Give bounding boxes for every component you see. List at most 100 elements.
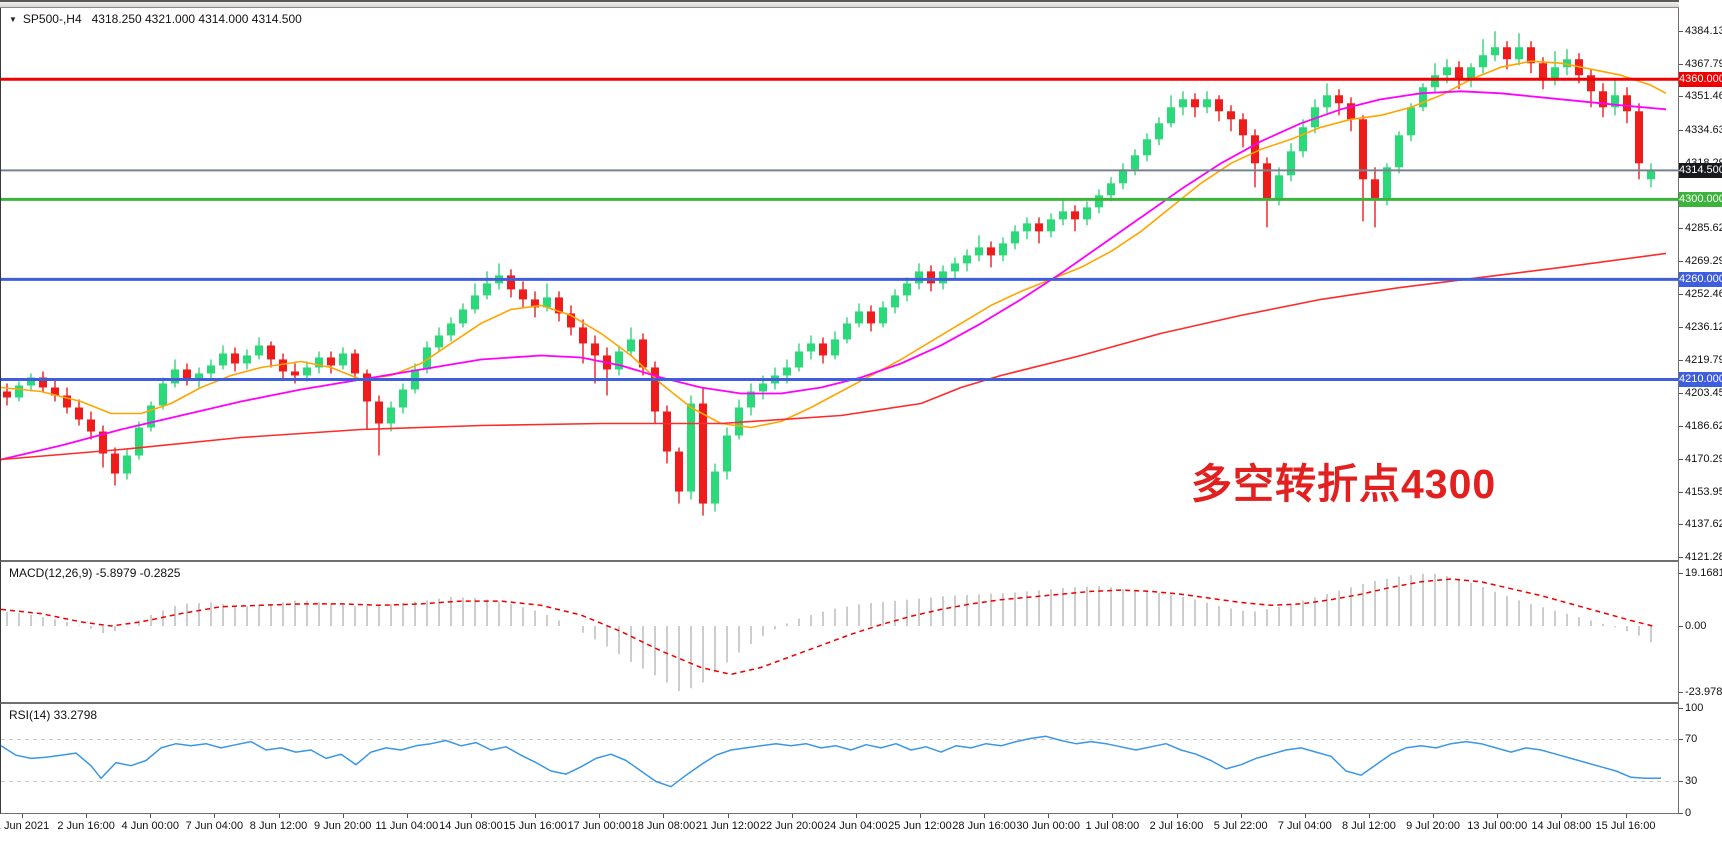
time-tick <box>984 814 986 818</box>
candle-body <box>651 367 659 412</box>
rsi-axis-label-30: 30 <box>1685 775 1698 788</box>
candle-body <box>819 343 827 356</box>
axis-tick <box>1679 491 1683 493</box>
candle-body <box>351 353 359 374</box>
candle-body <box>1107 183 1115 196</box>
price-label-4137.620: 4137.620 <box>1685 518 1722 531</box>
price-label-4186.625: 4186.625 <box>1685 420 1722 433</box>
candle-body <box>1311 107 1319 128</box>
macd-axis-label-0.00: 0.00 <box>1685 620 1707 632</box>
price-label-4351.460: 4351.460 <box>1685 90 1722 103</box>
candle-body <box>387 407 395 424</box>
candle-body <box>855 311 863 324</box>
candle-body <box>519 289 527 300</box>
price-label-4384.130: 4384.130 <box>1685 24 1722 37</box>
axis-tick <box>1679 739 1683 741</box>
time-label: 14 Jul 08:00 <box>1531 820 1592 832</box>
candle-body <box>555 297 563 314</box>
candle-body <box>99 431 107 454</box>
candle-body <box>123 455 131 474</box>
candle-body <box>39 377 47 388</box>
candle-body <box>1479 55 1487 68</box>
candle-body <box>915 271 923 284</box>
rsi-indicator-panel[interactable]: RSI(14) 33.2798 <box>0 704 1680 814</box>
price-chart-panel[interactable]: ▼ SP500-,H4 4318.250 4321.000 4314.000 431… <box>0 8 1680 562</box>
time-tick <box>1433 814 1435 818</box>
candle-body <box>939 271 947 284</box>
candle-body <box>231 353 239 364</box>
candle-body <box>1083 207 1091 220</box>
time-label: 17 Jun 00:00 <box>567 820 632 832</box>
time-label: 8 Jul 12:00 <box>1342 820 1396 832</box>
candle-body <box>1167 107 1175 124</box>
price-label-4252.460: 4252.460 <box>1685 288 1722 301</box>
time-tick <box>1112 814 1114 818</box>
candle-body <box>1563 59 1571 68</box>
price-label-4285.625: 4285.625 <box>1685 222 1722 235</box>
macd-chart[interactable] <box>1 562 1680 702</box>
candle-body <box>1071 211 1079 220</box>
chart-header: ▼ SP500-,H4 4318.250 4321.000 4314.000 431… <box>9 12 302 26</box>
candle-body <box>219 353 227 366</box>
candle-body <box>1467 67 1475 80</box>
rsi-chart[interactable] <box>1 704 1680 813</box>
time-tick <box>791 814 793 818</box>
candle-body <box>1323 95 1331 108</box>
time-tick <box>406 814 408 818</box>
rsi-line <box>1 735 1662 788</box>
candle-body <box>1407 107 1415 136</box>
candle-body <box>591 343 599 356</box>
candle-body <box>1551 67 1559 80</box>
candle-body <box>711 471 719 504</box>
candle-body <box>1191 99 1199 108</box>
time-label: 9 Jun 20:00 <box>313 820 372 832</box>
candlestick-chart[interactable] <box>1 8 1680 560</box>
chevron-down-icon[interactable]: ▼ <box>9 15 17 24</box>
candle-body <box>531 299 539 308</box>
time-label: 25 Jun 12:00 <box>888 820 952 832</box>
axis-tick <box>1679 813 1683 814</box>
candle-body <box>975 247 983 256</box>
candle-body <box>1047 219 1055 232</box>
time-tick <box>470 814 472 818</box>
macd-label: MACD(12,26,9) -5.8979 -0.2825 <box>9 566 181 580</box>
candle-body <box>375 401 383 424</box>
time-label: 13 Jul 00:00 <box>1467 820 1528 832</box>
axis-tick <box>1679 294 1683 296</box>
candle-body <box>1515 47 1523 60</box>
candle-body <box>831 339 839 356</box>
candle-body <box>27 377 35 386</box>
candle-body <box>1395 135 1403 168</box>
candle-body <box>1251 135 1259 164</box>
time-label: 30 Jun 00:00 <box>1016 820 1081 832</box>
axis-tick <box>1679 707 1683 709</box>
time-tick <box>1625 814 1627 818</box>
price-label-4269.290: 4269.290 <box>1685 254 1722 267</box>
candle-body <box>1275 175 1283 200</box>
candle-body <box>471 295 479 310</box>
candle-body <box>87 419 95 432</box>
candle-body <box>1227 111 1235 120</box>
price-badge-4260.000: 4260.000 <box>1679 271 1722 287</box>
time-axis[interactable]: 1 Jun 2021 2 Jun 16:00 4 Jun 00:00 7 Jun 04… <box>0 814 1722 841</box>
time-tick <box>86 814 88 818</box>
macd-axis-label-19.1681: 19.1681 <box>1685 567 1722 579</box>
candle-body <box>435 335 443 348</box>
candle-body <box>627 339 635 352</box>
price-axis[interactable]: 4384.1304367.7954351.4604334.6304318.295… <box>1679 0 1722 841</box>
time-tick <box>1368 814 1370 818</box>
axis-tick <box>1679 692 1683 694</box>
candle-body <box>1203 99 1211 108</box>
macd-indicator-panel[interactable]: MACD(12,26,9) -5.8979 -0.2825 <box>0 562 1679 704</box>
axis-tick <box>1679 626 1683 627</box>
candle-body <box>1059 211 1067 220</box>
candle-body <box>543 297 551 308</box>
axis-tick <box>1679 30 1683 32</box>
candle-body <box>1143 139 1151 156</box>
time-label: 28 Jun 16:00 <box>952 820 1016 832</box>
candle-body <box>1611 95 1619 108</box>
price-label-4121.285: 4121.285 <box>1685 551 1722 564</box>
candle-body <box>1431 75 1439 88</box>
candle-body <box>1647 170 1655 180</box>
price-badge-4210.000: 4210.000 <box>1679 371 1722 387</box>
